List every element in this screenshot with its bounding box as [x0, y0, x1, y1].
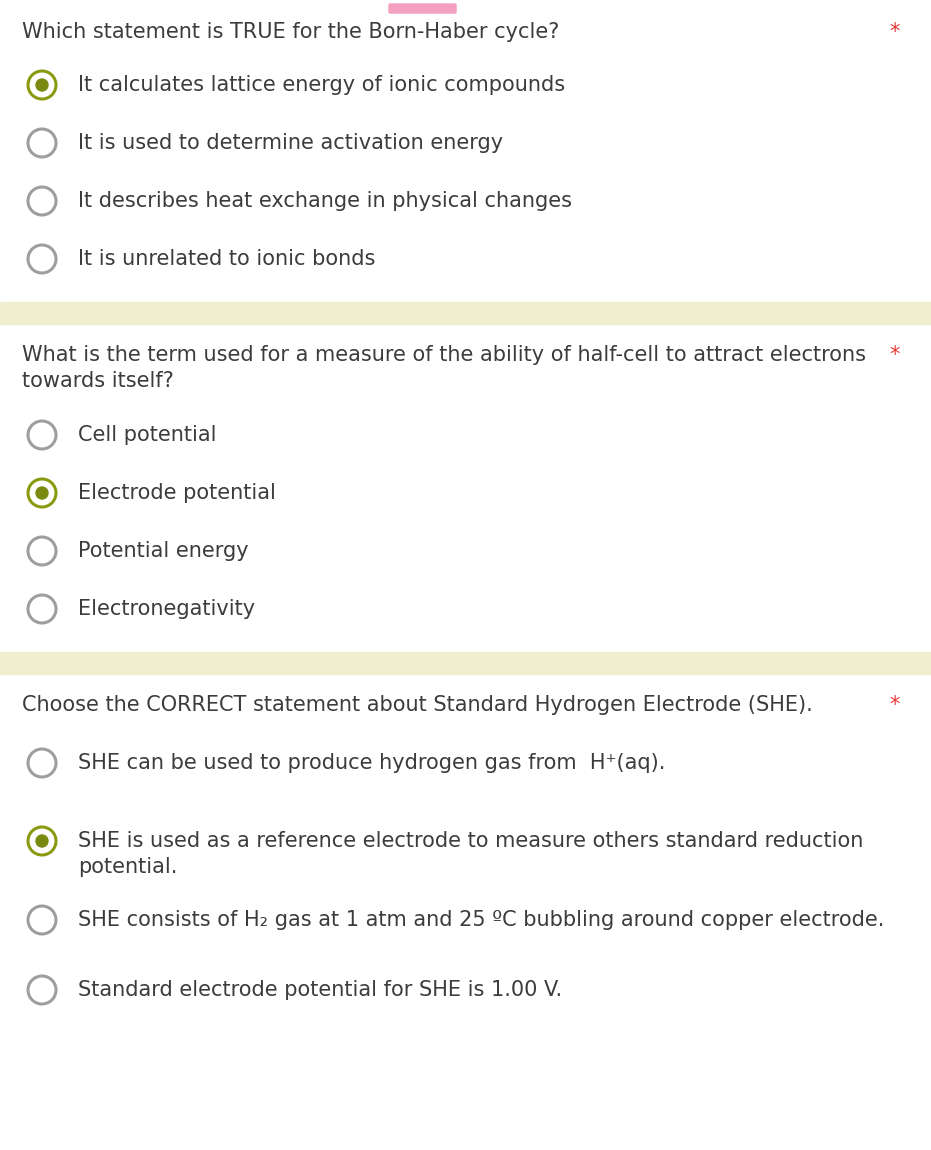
Text: SHE is used as a reference electrode to measure others standard reduction
potent: SHE is used as a reference electrode to … [78, 831, 863, 877]
Text: Potential energy: Potential energy [78, 540, 249, 561]
Text: It is unrelated to ionic bonds: It is unrelated to ionic bonds [78, 250, 375, 269]
Text: SHE consists of H₂ gas at 1 atm and 25 ºC bubbling around copper electrode.: SHE consists of H₂ gas at 1 atm and 25 º… [78, 910, 884, 930]
Text: Cell potential: Cell potential [78, 426, 217, 445]
Text: It is used to determine activation energy: It is used to determine activation energ… [78, 133, 503, 153]
Circle shape [36, 835, 48, 848]
Circle shape [36, 79, 48, 91]
Text: What is the term used for a measure of the ability of half-cell to attract elect: What is the term used for a measure of t… [22, 345, 866, 391]
Text: It calculates lattice energy of ionic compounds: It calculates lattice energy of ionic co… [78, 75, 565, 95]
Text: Standard electrode potential for SHE is 1.00 V.: Standard electrode potential for SHE is … [78, 980, 562, 1000]
Text: *: * [890, 345, 900, 365]
Text: *: * [890, 22, 900, 43]
Text: Electronegativity: Electronegativity [78, 599, 255, 619]
FancyBboxPatch shape [0, 302, 931, 324]
Text: It describes heat exchange in physical changes: It describes heat exchange in physical c… [78, 191, 572, 210]
Text: SHE can be used to produce hydrogen gas from  H⁺(aq).: SHE can be used to produce hydrogen gas … [78, 753, 666, 773]
Text: Which statement is TRUE for the Born-Haber cycle?: Which statement is TRUE for the Born-Hab… [22, 22, 560, 43]
Text: Electrode potential: Electrode potential [78, 483, 276, 503]
FancyBboxPatch shape [389, 3, 456, 13]
Text: Choose the CORRECT statement about Standard Hydrogen Electrode (SHE).: Choose the CORRECT statement about Stand… [22, 695, 813, 715]
Text: *: * [890, 695, 900, 715]
Circle shape [36, 486, 48, 499]
FancyBboxPatch shape [0, 652, 931, 674]
